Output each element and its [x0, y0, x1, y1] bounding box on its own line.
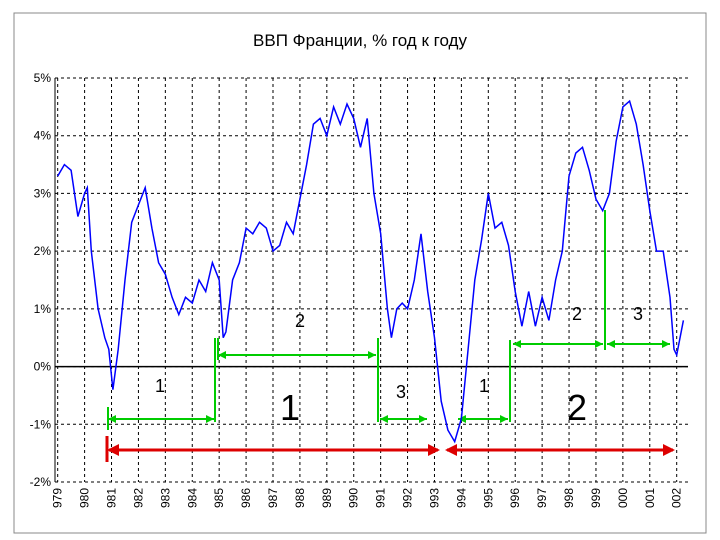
annotation: 2: [572, 304, 582, 324]
y-tick-label: 0%: [34, 360, 52, 374]
x-tick-label: 979: [51, 488, 65, 508]
annotation: 2: [295, 311, 305, 331]
x-tick-label: 986: [239, 488, 253, 508]
y-tick-label: -2%: [30, 475, 52, 489]
x-tick-label: 997: [535, 488, 549, 508]
x-tick-label: 996: [508, 488, 522, 508]
x-tick-label: 994: [454, 488, 468, 508]
annotation: 3: [633, 304, 643, 324]
x-tick-label: 993: [427, 488, 441, 508]
x-tick-label: 984: [185, 488, 199, 508]
x-tick-label: 987: [266, 488, 280, 508]
x-tick-label: 982: [131, 488, 145, 508]
y-tick-label: -1%: [30, 417, 52, 431]
chart-title: ВВП Франции, % год к году: [253, 31, 467, 50]
x-tick-label: 981: [105, 488, 119, 508]
y-tick-label: 1%: [34, 302, 52, 316]
x-tick-label: 999: [589, 488, 603, 508]
y-tick-label: 3%: [34, 186, 52, 200]
x-tick-label: 990: [347, 488, 361, 508]
x-tick-label: 995: [481, 488, 495, 508]
x-tick-label: 985: [212, 488, 226, 508]
x-tick-label: 983: [158, 488, 172, 508]
annotation: 1: [280, 387, 300, 428]
annotation: 3: [396, 382, 406, 402]
chart-frame: [13, 12, 707, 534]
x-tick-label: 989: [320, 488, 334, 508]
x-tick-label: 998: [562, 488, 576, 508]
x-tick-label: 980: [78, 488, 92, 508]
x-tick-label: 001: [643, 488, 657, 508]
annotation: 1: [479, 376, 489, 396]
x-tick-label: 988: [293, 488, 307, 508]
y-tick-label: 2%: [34, 244, 52, 258]
y-tick-label: 4%: [34, 129, 52, 143]
x-tick-label: 000: [616, 488, 630, 508]
x-tick-label: 992: [401, 488, 415, 508]
x-tick-label: 991: [374, 488, 388, 508]
y-tick-label: 5%: [34, 71, 52, 85]
annotation: 2: [567, 387, 587, 428]
gdp-line: [57, 99, 685, 444]
annotation: 1: [155, 376, 165, 396]
x-tick-label: 002: [670, 488, 684, 508]
annotation-arrows: [105, 210, 675, 462]
